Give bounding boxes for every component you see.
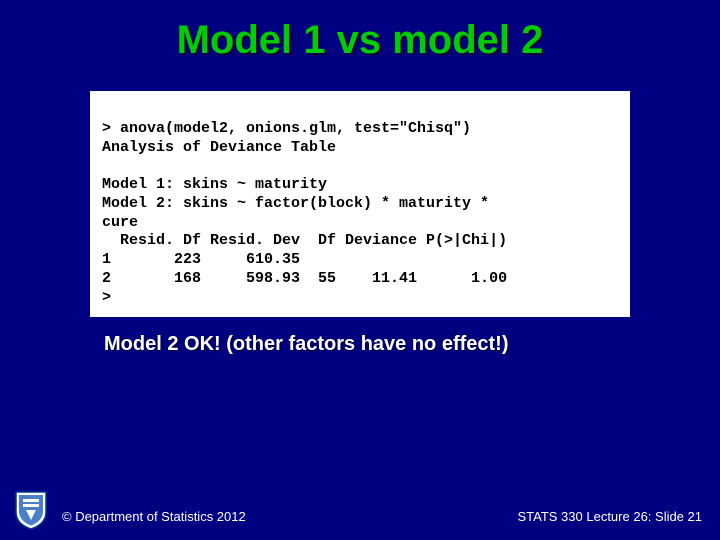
code-line: 2 168 598.93 55 11.41 1.00 <box>102 270 507 287</box>
university-crest-icon <box>14 490 48 530</box>
code-line: Model 1: skins ~ maturity <box>102 176 327 193</box>
copyright-text: © Department of Statistics 2012 <box>62 509 246 524</box>
code-line: Resid. Df Resid. Dev Df Deviance P(>|Chi… <box>102 232 507 249</box>
code-line: 1 223 610.35 <box>102 251 300 268</box>
code-line: > <box>102 289 111 306</box>
slide-number-text: STATS 330 Lecture 26: Slide 21 <box>517 509 702 524</box>
slide-caption: Model 2 OK! (other factors have no effec… <box>104 333 720 356</box>
slide-title: Model 1 vs model 2 <box>0 0 720 63</box>
code-line: Model 2: skins ~ factor(block) * maturit… <box>102 195 489 212</box>
code-line: Analysis of Deviance Table <box>102 139 336 156</box>
code-line: > anova(model2, onions.glm, test="Chisq"… <box>102 120 471 137</box>
code-line: cure <box>102 214 138 231</box>
footer: © Department of Statistics 2012 STATS 33… <box>0 500 720 530</box>
code-output-box: > anova(model2, onions.glm, test="Chisq"… <box>90 91 630 317</box>
